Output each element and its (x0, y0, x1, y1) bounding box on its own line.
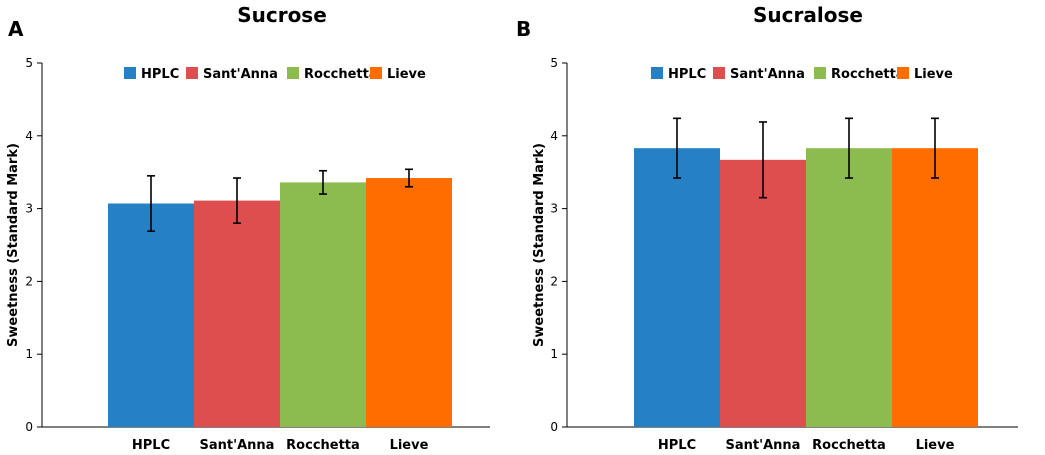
y-tick-label: 4 (550, 129, 558, 143)
x-tick-label: Sant'Anna (200, 438, 275, 453)
x-tick-label: Sant'Anna (726, 438, 801, 453)
legend-swatch (186, 67, 198, 79)
y-tick-label: 1 (550, 347, 558, 361)
x-tick-label: Rocchetta (286, 438, 360, 453)
panel-letter: B (516, 17, 531, 41)
legend-label: Rocchetta (304, 67, 378, 82)
bar-hplc (108, 203, 194, 427)
bar-sant-anna (720, 159, 806, 427)
y-axis-label: Sweetness (Standard Mark) (532, 143, 547, 347)
chart-title: Sucrose (237, 3, 327, 27)
bar-hplc (634, 148, 720, 427)
legend-label: HPLC (141, 67, 179, 82)
x-tick-label: HPLC (658, 438, 696, 453)
legend-label: HPLC (668, 67, 706, 82)
legend-swatch (897, 67, 909, 79)
legend-swatch (370, 67, 382, 79)
legend-swatch (713, 67, 725, 79)
bar-lieve (366, 178, 452, 427)
y-tick-label: 3 (550, 202, 558, 216)
panel-b: B Sucralose Sweetness (Standard Mark) 0 1… (516, 3, 1018, 453)
y-tick-label: 1 (25, 347, 33, 361)
bar-lieve (892, 148, 978, 427)
y-tick-label: 2 (25, 274, 33, 288)
legend-label: Sant'Anna (203, 67, 278, 82)
panel-a: A Sucrose Sweetness (Standard Mark) 0 1 2 3… (6, 3, 490, 453)
y-tick-label: 0 (25, 420, 33, 434)
legend-swatch (651, 67, 663, 79)
y-axis-label: Sweetness (Standard Mark) (6, 143, 21, 347)
bar-rocchetta (280, 182, 366, 427)
legend-label: Rocchetta (831, 67, 905, 82)
panel-letter: A (8, 17, 24, 41)
x-tick-label: Rocchetta (812, 438, 886, 453)
legend-label: Lieve (914, 67, 953, 82)
legend-swatch (287, 67, 299, 79)
bar-sant-anna (194, 200, 280, 427)
y-tick-label: 4 (25, 129, 33, 143)
legend-label: Sant'Anna (730, 67, 805, 82)
y-tick-label: 5 (25, 56, 33, 70)
x-tick-label: Lieve (390, 438, 429, 453)
legend-swatch (814, 67, 826, 79)
y-tick-label: 0 (550, 420, 558, 434)
y-tick-label: 3 (25, 202, 33, 216)
chart-title: Sucralose (753, 3, 863, 27)
legend-label: Lieve (387, 67, 426, 82)
legend-swatch (124, 67, 136, 79)
x-tick-label: Lieve (916, 438, 955, 453)
y-tick-label: 5 (550, 56, 558, 70)
y-tick-label: 2 (550, 274, 558, 288)
x-tick-label: HPLC (132, 438, 170, 453)
bar-rocchetta (806, 148, 892, 427)
